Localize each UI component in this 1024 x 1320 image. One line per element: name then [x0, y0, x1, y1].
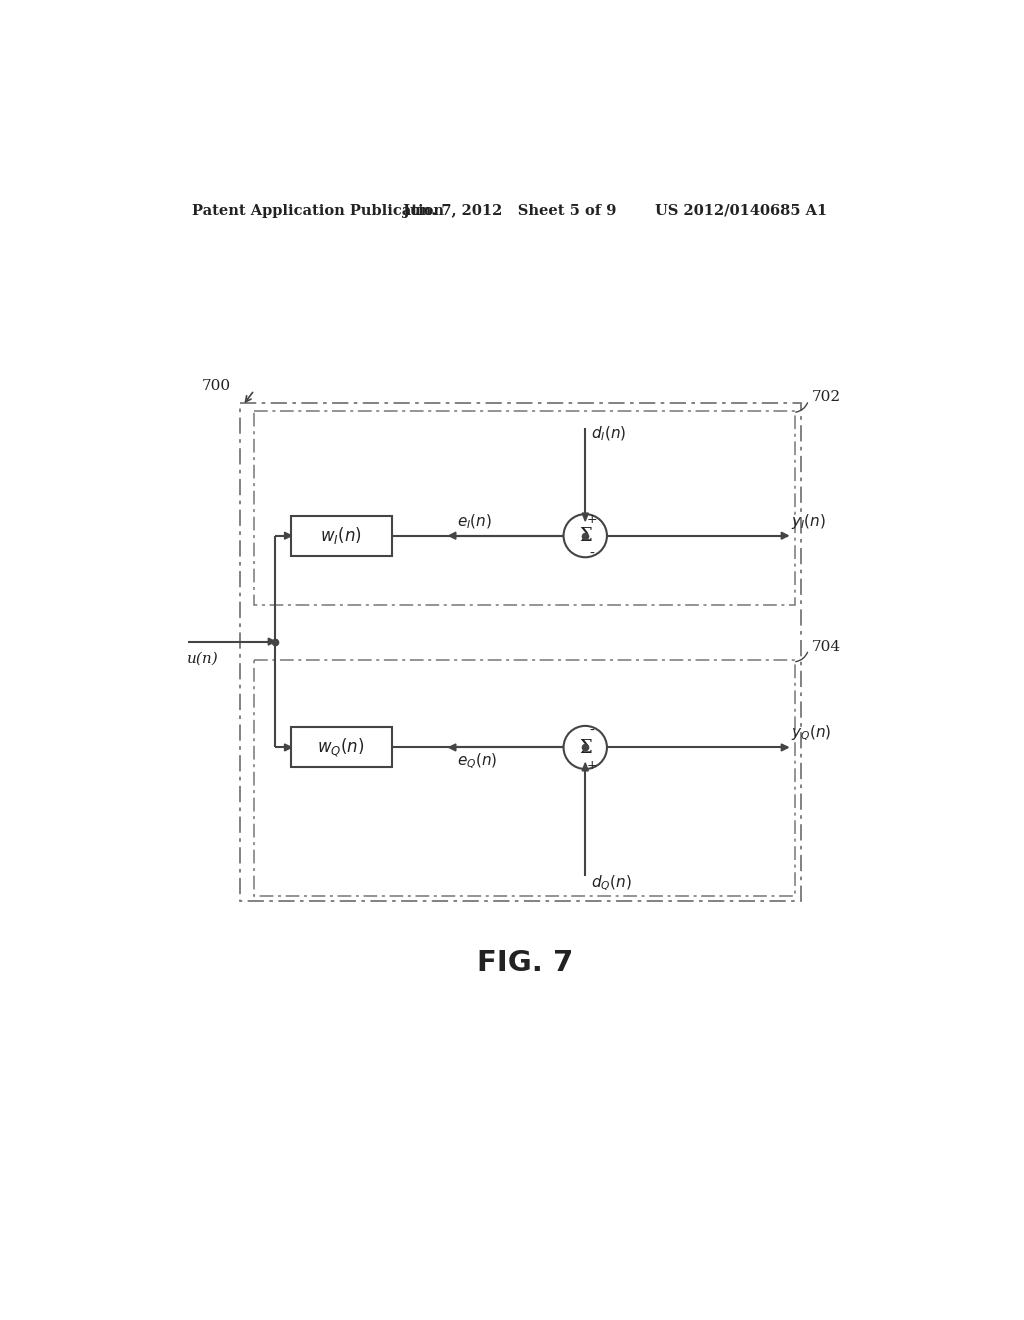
- Text: $e_Q(n)$: $e_Q(n)$: [458, 751, 498, 771]
- Text: -: -: [589, 725, 594, 738]
- Polygon shape: [285, 532, 292, 539]
- Circle shape: [563, 726, 607, 770]
- Text: +: +: [586, 759, 597, 772]
- Text: $e_I(n)$: $e_I(n)$: [458, 512, 493, 531]
- Polygon shape: [268, 638, 275, 645]
- Text: Σ: Σ: [579, 739, 592, 758]
- Text: $w_Q(n)$: $w_Q(n)$: [317, 737, 365, 759]
- Text: $d_I(n)$: $d_I(n)$: [591, 425, 626, 444]
- Text: u(n): u(n): [187, 652, 219, 665]
- Bar: [254, 660, 795, 896]
- Text: -: -: [589, 546, 594, 561]
- Text: US 2012/0140685 A1: US 2012/0140685 A1: [655, 203, 827, 218]
- Bar: [254, 411, 795, 605]
- Text: $d_Q(n)$: $d_Q(n)$: [591, 874, 632, 894]
- Polygon shape: [449, 532, 456, 539]
- Circle shape: [563, 515, 607, 557]
- Bar: [291, 516, 391, 556]
- Text: $y_Q(n)$: $y_Q(n)$: [792, 723, 831, 743]
- Polygon shape: [781, 532, 788, 539]
- Text: Patent Application Publication: Patent Application Publication: [191, 203, 443, 218]
- Bar: [291, 727, 391, 767]
- Bar: [241, 404, 801, 902]
- Polygon shape: [781, 744, 788, 751]
- Text: 704: 704: [812, 640, 841, 653]
- Text: Jun. 7, 2012   Sheet 5 of 9: Jun. 7, 2012 Sheet 5 of 9: [403, 203, 616, 218]
- Polygon shape: [449, 744, 456, 751]
- Polygon shape: [583, 763, 589, 771]
- Text: FIG. 7: FIG. 7: [476, 949, 573, 977]
- Text: $w_I(n)$: $w_I(n)$: [321, 525, 361, 546]
- Polygon shape: [285, 744, 292, 751]
- Text: 700: 700: [202, 379, 231, 393]
- Text: Σ: Σ: [579, 528, 592, 545]
- Text: 702: 702: [812, 391, 841, 404]
- Polygon shape: [583, 513, 589, 521]
- Text: +: +: [586, 513, 597, 527]
- Text: $y_I(n)$: $y_I(n)$: [792, 512, 826, 532]
